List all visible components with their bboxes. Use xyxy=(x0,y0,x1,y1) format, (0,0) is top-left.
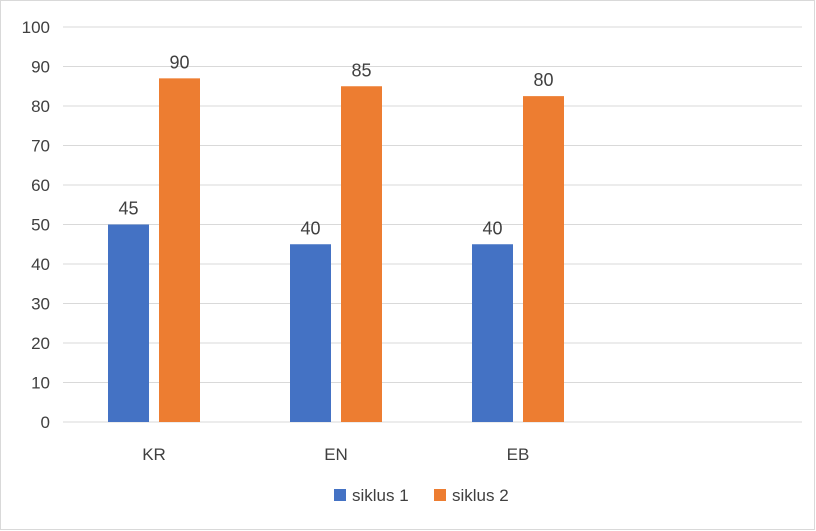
data-label: 40 xyxy=(482,218,502,238)
legend-label: siklus 1 xyxy=(352,486,409,505)
legend-label: siklus 2 xyxy=(452,486,509,505)
x-tick-label: EB xyxy=(507,445,530,464)
bar-KR-series-2 xyxy=(159,78,200,422)
legend-swatch xyxy=(334,489,346,501)
x-tick-label: KR xyxy=(142,445,166,464)
y-tick-label: 90 xyxy=(31,58,50,77)
x-axis-ticks: KR EN EB xyxy=(142,445,529,464)
y-tick-label: 80 xyxy=(31,97,50,116)
data-label: 80 xyxy=(533,70,553,90)
y-tick-label: 60 xyxy=(31,176,50,195)
data-label: 90 xyxy=(169,52,189,72)
y-tick-label: 70 xyxy=(31,137,50,156)
bar-EN-series-2 xyxy=(341,86,382,422)
bar-EB-series-1 xyxy=(472,244,513,422)
data-label: 85 xyxy=(351,60,371,80)
y-tick-label: 10 xyxy=(31,374,50,393)
y-tick-label: 30 xyxy=(31,295,50,314)
y-tick-label: 20 xyxy=(31,334,50,353)
y-tick-label: 50 xyxy=(31,216,50,235)
bar-KR-series-1 xyxy=(108,224,149,422)
data-label: 40 xyxy=(300,218,320,238)
data-label: 45 xyxy=(118,199,138,219)
bars xyxy=(108,78,564,422)
bar-EN-series-1 xyxy=(290,244,331,422)
legend-swatch xyxy=(434,489,446,501)
y-axis-ticks: 0 10 20 30 40 50 60 70 80 90 100 xyxy=(22,18,50,432)
x-tick-label: EN xyxy=(324,445,348,464)
data-labels: 45 90 40 85 40 80 xyxy=(118,52,553,238)
y-tick-label: 40 xyxy=(31,255,50,274)
bar-EB-series-2 xyxy=(523,96,564,422)
legend: siklus 1 siklus 2 xyxy=(334,486,509,505)
y-tick-label: 100 xyxy=(22,18,50,37)
y-tick-label: 0 xyxy=(41,413,50,432)
